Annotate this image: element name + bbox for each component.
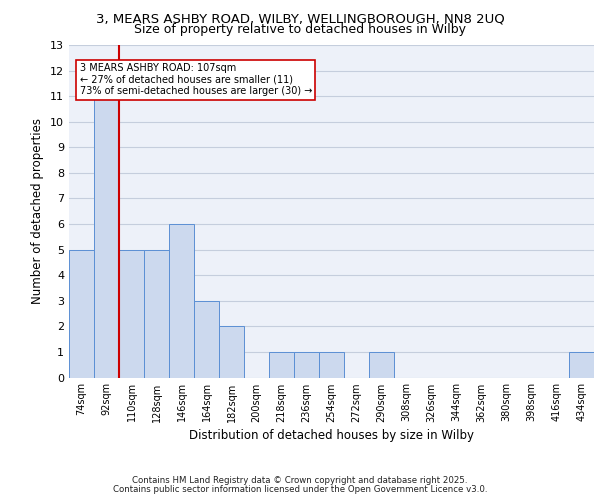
Text: 3, MEARS ASHBY ROAD, WILBY, WELLINGBOROUGH, NN8 2UQ: 3, MEARS ASHBY ROAD, WILBY, WELLINGBOROU… bbox=[95, 12, 505, 25]
Bar bbox=[169, 224, 194, 378]
Text: Size of property relative to detached houses in Wilby: Size of property relative to detached ho… bbox=[134, 22, 466, 36]
X-axis label: Distribution of detached houses by size in Wilby: Distribution of detached houses by size … bbox=[189, 429, 474, 442]
Text: Contains HM Land Registry data © Crown copyright and database right 2025.: Contains HM Land Registry data © Crown c… bbox=[132, 476, 468, 485]
Bar bbox=[194, 301, 219, 378]
Bar bbox=[219, 326, 244, 378]
Bar bbox=[69, 250, 94, 378]
Bar bbox=[119, 250, 144, 378]
Bar bbox=[269, 352, 294, 378]
Text: Contains public sector information licensed under the Open Government Licence v3: Contains public sector information licen… bbox=[113, 485, 487, 494]
Text: 3 MEARS ASHBY ROAD: 107sqm
← 27% of detached houses are smaller (11)
73% of semi: 3 MEARS ASHBY ROAD: 107sqm ← 27% of deta… bbox=[79, 64, 312, 96]
Bar bbox=[294, 352, 319, 378]
Bar bbox=[569, 352, 594, 378]
Bar bbox=[369, 352, 394, 378]
Bar bbox=[144, 250, 169, 378]
Bar bbox=[94, 96, 119, 378]
Y-axis label: Number of detached properties: Number of detached properties bbox=[31, 118, 44, 304]
Bar bbox=[319, 352, 344, 378]
